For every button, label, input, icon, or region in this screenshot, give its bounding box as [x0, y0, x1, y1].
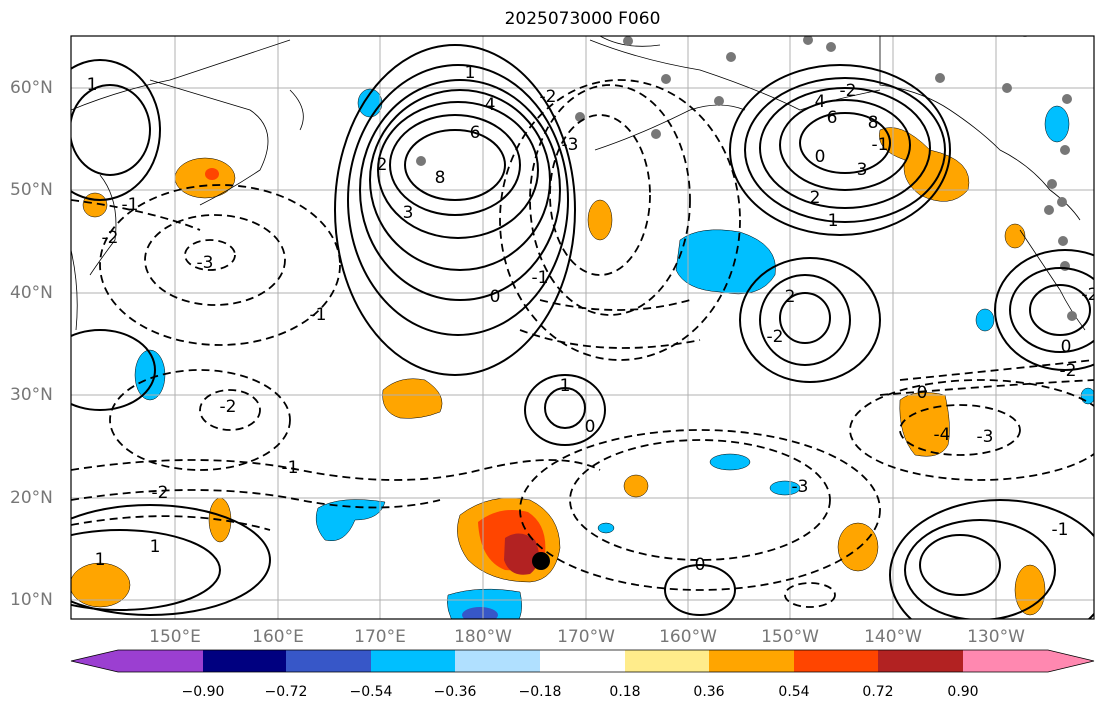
- contour-label: -2: [767, 327, 784, 347]
- station-markers: [416, 36, 1077, 321]
- contour-label: 1: [465, 63, 476, 83]
- contour-label: -1: [872, 135, 889, 155]
- lat-label-10n: 10°N: [10, 590, 53, 610]
- colorbar-segment: [118, 650, 203, 672]
- colorbar-segment: [371, 650, 455, 672]
- lon-label-150w: 150°W: [761, 627, 819, 647]
- contour-label: -1: [122, 195, 139, 215]
- colorbar-tick: −0.90: [181, 684, 225, 700]
- lat-label-30n: 30°N: [10, 385, 53, 405]
- colorbar-tick: 0.72: [862, 684, 894, 700]
- contour-label: 0: [815, 147, 826, 167]
- colorbar-tick: −0.36: [433, 684, 477, 700]
- lat-label-60n: 60°N: [10, 78, 53, 98]
- colorbar-segment: [963, 650, 1048, 672]
- lon-label-170e: 170°E: [354, 627, 406, 647]
- plot-frame: [70, 35, 1095, 620]
- contour-label: 0: [585, 417, 596, 437]
- contour-labels: 8643210-1-2-38643210-1-21-1-2-3-11-2012-…: [87, 63, 1099, 575]
- lon-label-150e: 150°E: [149, 627, 201, 647]
- contour-label: -2: [1060, 361, 1077, 381]
- colorbar-tick: −0.72: [264, 684, 308, 700]
- contour-label: -2: [102, 228, 119, 248]
- contour-label: 0: [695, 555, 706, 575]
- contour-label: -2: [840, 81, 857, 101]
- contour-label: -2: [540, 87, 557, 107]
- colorbar-tick: 0.18: [609, 684, 641, 700]
- contour-label: 2: [377, 155, 388, 175]
- colorbar-segment: [540, 650, 625, 672]
- lon-label-160w: 160°W: [659, 627, 717, 647]
- lon-label-170w: 170°W: [557, 627, 615, 647]
- colorbar-tick: 0.90: [947, 684, 979, 700]
- contour-label: -3: [562, 135, 579, 155]
- contour-label: -1: [282, 458, 299, 478]
- contour-label: -3: [792, 477, 809, 497]
- contour-label: 1: [560, 376, 571, 396]
- lon-label-140w: 140°W: [864, 627, 922, 647]
- contour-label: -2: [220, 397, 237, 417]
- contour-label: 1: [95, 550, 106, 570]
- contour-label: -1: [532, 268, 549, 288]
- colorbar-extend-min: [71, 650, 118, 672]
- contour-label: -3: [197, 253, 214, 273]
- colorbar-segment: [709, 650, 794, 672]
- contour-label: -2: [152, 483, 169, 503]
- colorbar: [70, 649, 1095, 673]
- colorbar-tick: 0.54: [778, 684, 810, 700]
- colorbar-extend-max: [1048, 650, 1094, 672]
- contour-label: 2: [785, 287, 796, 307]
- contour-label: 1: [150, 537, 161, 557]
- colorbar-segment: [794, 650, 878, 672]
- positive-contours: [71, 44, 1094, 619]
- lon-label-160e: 160°E: [252, 627, 304, 647]
- contour-label: 3: [857, 160, 868, 180]
- contour-label: 8: [435, 168, 446, 188]
- contour-label: 1: [87, 75, 98, 95]
- colorbar-segment: [878, 650, 963, 672]
- contour-label: -1: [310, 305, 327, 325]
- negative-contours: [71, 79, 1094, 608]
- colorbar-tick: −0.54: [349, 684, 393, 700]
- lon-label-130w: 130°W: [967, 627, 1025, 647]
- contour-label: -2: [1082, 285, 1099, 305]
- contour-label: 2: [810, 188, 821, 208]
- colorbar-tick: −0.18: [518, 684, 562, 700]
- contour-label: 4: [815, 92, 826, 112]
- contour-label: -1: [1052, 520, 1069, 540]
- contour-label: 8: [868, 113, 879, 133]
- contour-label: 0: [917, 383, 928, 403]
- colorbar-outline: [70, 649, 1095, 673]
- colorbar-tick: 0.36: [693, 684, 725, 700]
- coastlines: [71, 36, 1086, 331]
- contour-label: 6: [827, 108, 838, 128]
- contour-label: -3: [977, 427, 994, 447]
- colorbar-segment: [455, 650, 540, 672]
- contour-label: 4: [485, 95, 496, 115]
- storm-center-marker: [532, 552, 550, 570]
- contour-label: 0: [490, 287, 501, 307]
- contour-label: 1: [828, 211, 839, 231]
- lat-label-40n: 40°N: [10, 283, 53, 303]
- contour-label: -4: [934, 425, 951, 445]
- lat-label-50n: 50°N: [10, 180, 53, 200]
- contour-label: 3: [403, 203, 414, 223]
- colorbar-segment: [625, 650, 709, 672]
- gridlines: [71, 36, 1094, 619]
- contour-label: 6: [470, 123, 481, 143]
- lon-label-180w: 180°W: [454, 627, 512, 647]
- lat-label-20n: 20°N: [10, 488, 53, 508]
- contour-label: 0: [1061, 337, 1072, 357]
- colorbar-segment: [286, 650, 371, 672]
- colorbar-segment: [203, 650, 286, 672]
- map-title: 2025073000 F060: [504, 9, 661, 29]
